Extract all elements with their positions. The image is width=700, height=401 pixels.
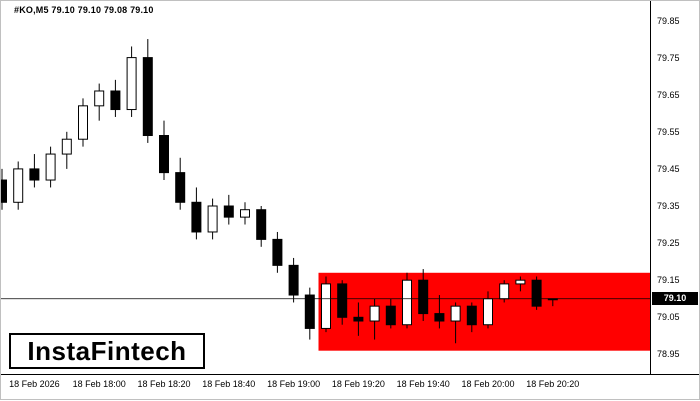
candle-body [288,264,299,296]
candle-body [175,172,186,203]
time-axis-label: 18 Feb 19:40 [396,379,450,389]
broker-logo: InstaFintech [9,333,205,369]
candle-body [142,57,153,137]
price-tick-label: 79.55 [657,126,680,137]
candlestick-chart [0,39,650,351]
candle-body [207,205,218,233]
time-axis-label: 18 Feb 18:20 [137,379,191,389]
price-tick-label: 79.15 [657,275,680,286]
candle-body [385,305,396,326]
candle-body [483,298,493,326]
time-axis-label: 18 Feb 19:20 [331,379,385,389]
chart-plot-area[interactable]: #KO,M5 79.10 79.10 79.08 79.10 [0,0,650,374]
candle-body [191,201,202,233]
candle-body [256,209,267,240]
candle-body [272,238,283,266]
candle-body [402,279,412,326]
candle-body [110,90,121,111]
broker-logo-text: InstaFintech [27,335,187,366]
price-axis[interactable]: 79.10 79.85 79.75 79.65 79.55 79.45 79.35 79.2… [650,0,700,374]
price-tick-label: 79.65 [657,89,680,100]
candle-body [353,316,364,322]
price-tick-label: 79.25 [657,238,680,249]
time-axis-label: 18 Feb 2026 [9,379,60,389]
time-axis-label: 18 Feb 20:00 [461,379,515,389]
price-tick-label: 79.05 [657,312,680,323]
candle-body [515,279,526,285]
candle-body [337,283,348,318]
candle-body [29,168,40,181]
time-axis[interactable]: 18 Feb 2026 18 Feb 18:00 18 Feb 18:20 18 Fe… [0,374,700,401]
candle-body [61,138,72,155]
candle-body [321,283,331,329]
candle-body [45,153,56,181]
time-axis-label: 18 Feb 20:20 [526,379,580,389]
time-axis-label: 18 Feb 19:00 [267,379,321,389]
candle-body [223,205,234,218]
candle-body [78,105,88,140]
candle-body [369,305,380,322]
price-tick-label: 79.35 [657,201,680,211]
candle-body [466,305,477,326]
price-tick-label: 79.45 [657,163,680,174]
candle-body [240,209,250,218]
candle-body [418,279,429,315]
candle-body [304,294,315,329]
candle-body [126,57,137,111]
candle-body [450,305,461,322]
price-tick-label: 79.85 [657,15,680,26]
candle-body [434,313,445,322]
time-axis-label: 18 Feb 18:00 [72,379,126,389]
candle-body [94,90,105,107]
price-tick-label: 78.95 [657,349,680,360]
current-price-tag: 79.10 [652,292,698,306]
time-axis-label: 18 Feb 18:40 [202,379,256,389]
candle-body [13,168,24,203]
candle-body [0,179,7,203]
price-tick-label: 79.75 [657,52,680,63]
candle-body [531,279,542,307]
candle-body [159,135,169,174]
symbol-ohlc-header: #KO,M5 79.10 79.10 79.08 79.10 [14,5,154,15]
candle-body [499,283,510,300]
